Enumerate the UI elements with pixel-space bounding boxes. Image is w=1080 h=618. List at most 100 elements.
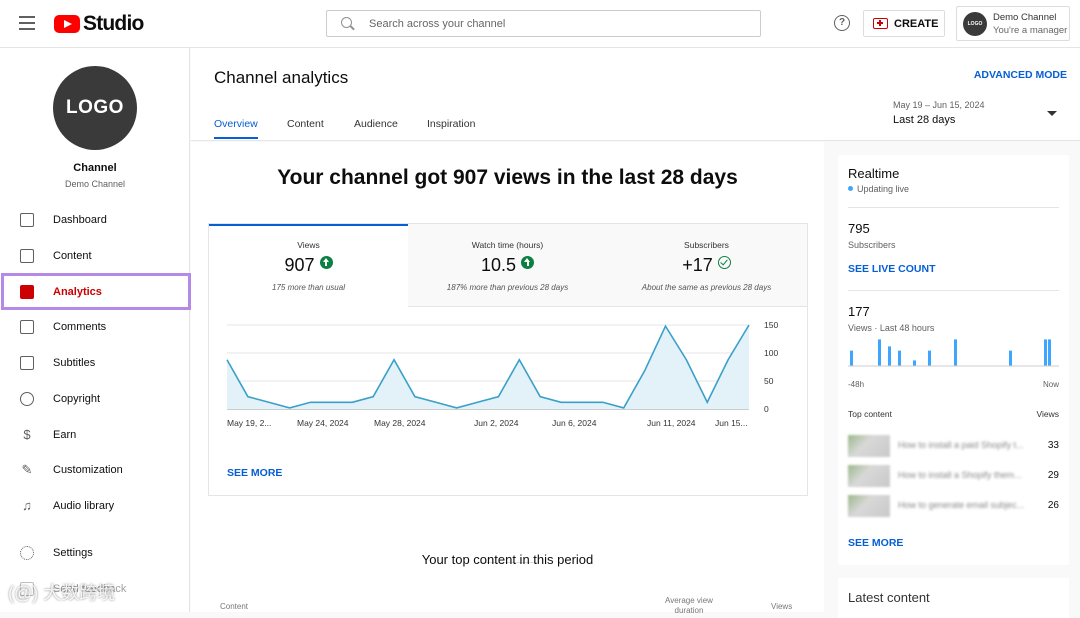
list-item[interactable]: How to install a paid Shopify t... 33 <box>848 435 1059 457</box>
search-input[interactable] <box>369 17 749 30</box>
up-arrow-icon <box>521 256 535 269</box>
sidebar-item-label: Send feedback <box>53 582 127 595</box>
sidebar-item-audio-library[interactable]: ♫ Audio library <box>0 488 190 523</box>
tab-content[interactable]: Content <box>287 118 324 130</box>
sidebar-item-settings[interactable]: Settings <box>0 535 190 570</box>
sidebar-item-label: Dashboard <box>53 213 107 226</box>
realtime-bar[interactable] <box>1009 350 1012 366</box>
search-icon[interactable] <box>341 16 355 31</box>
sidebar-item-label: Customization <box>53 463 123 476</box>
realtime-bar[interactable] <box>928 350 931 366</box>
date-period-select[interactable]: Last 28 days <box>893 114 956 126</box>
column-header-avg-duration: Average view duration <box>665 596 713 615</box>
watermark: (@) 大数跨境 <box>8 583 116 603</box>
stat-views[interactable]: Views 907 175 more than usual <box>209 224 409 307</box>
realtime-bar[interactable] <box>888 346 891 366</box>
divider <box>848 290 1059 291</box>
feedback-icon <box>20 581 34 596</box>
channel-avatar[interactable]: LOGO <box>53 66 137 150</box>
sidebar-item-content[interactable]: Content <box>0 238 190 273</box>
video-views: 33 <box>1047 440 1059 451</box>
video-thumbnail <box>848 435 890 457</box>
stat-label: Views <box>297 240 320 250</box>
sidebar-item-label: Content <box>53 249 92 262</box>
divider <box>477 562 539 563</box>
main-area: Channel analytics ADVANCED MODE Overview… <box>191 48 1080 618</box>
x-tick-label: May 28, 2024 <box>374 418 426 428</box>
customization-icon: ✎ <box>21 461 33 477</box>
selected-stat-indicator <box>209 224 408 226</box>
sidebar-item-customization[interactable]: ✎ Customization <box>0 452 190 487</box>
video-title: How to generate email subjec... <box>898 500 1025 510</box>
stat-note: About the same as previous 28 days <box>641 283 772 292</box>
help-icon[interactable]: ? <box>834 15 850 31</box>
advanced-mode-button[interactable]: ADVANCED MODE <box>973 69 1067 81</box>
realtime-bar[interactable] <box>898 350 901 366</box>
sidebar-item-comments[interactable]: Comments <box>0 309 190 344</box>
tab-overview[interactable]: Overview <box>214 118 258 130</box>
sidebar-item-label: Comments <box>53 320 107 333</box>
create-video-icon <box>873 18 888 29</box>
create-label: CREATE <box>894 17 939 30</box>
comments-icon <box>20 319 34 334</box>
tab-audience[interactable]: Audience <box>354 118 398 130</box>
stat-note: 187% more than previous 28 days <box>446 283 569 292</box>
video-title: How to install a Shopify them... <box>898 470 1022 480</box>
content-icon <box>20 248 34 263</box>
account-switcher[interactable]: LOGO Demo Channel You're a manager <box>956 6 1070 41</box>
menu-icon[interactable] <box>19 16 35 30</box>
divider <box>848 207 1059 208</box>
realtime-bar[interactable] <box>913 360 916 366</box>
stat-watch-time[interactable]: Watch time (hours) 10.5 187% more than p… <box>408 224 608 307</box>
top-content-title: Your top content in this period <box>421 552 594 567</box>
y-tick-label: 100 <box>764 348 778 358</box>
realtime-views-label: Views · Last 48 hours <box>848 323 935 333</box>
see-more-link[interactable]: SEE MORE <box>848 537 904 549</box>
list-item[interactable]: How to install a Shopify them... 29 <box>848 465 1059 487</box>
realtime-subscribers-label: Subscribers <box>848 240 896 250</box>
copyright-icon <box>20 391 34 406</box>
tab-inspiration[interactable]: Inspiration <box>427 118 476 130</box>
see-more-link[interactable]: SEE MORE <box>227 467 283 479</box>
video-views: 29 <box>1047 470 1059 481</box>
sidebar: LOGO Channel Demo Channel Dashboard Cont… <box>0 48 191 612</box>
stat-subscribers[interactable]: Subscribers +17 About the same as previo… <box>607 224 807 307</box>
studio-brand: Studio <box>83 12 144 35</box>
dashboard-icon <box>20 212 34 227</box>
top-bar: Studio ? CREATE LOGO Demo Channel You're… <box>0 0 1080 48</box>
search-bar[interactable] <box>326 10 761 37</box>
page-title: Channel analytics <box>214 68 349 87</box>
top-content-label: Top content <box>848 409 892 419</box>
check-icon <box>717 256 731 269</box>
views-chart: 150 100 50 0 May 19, 2... May 24, 2024 May 28,… <box>226 320 778 428</box>
see-live-count-link[interactable]: SEE LIVE COUNT <box>848 263 936 275</box>
list-item[interactable]: How to generate email subjec... 26 <box>848 495 1059 517</box>
y-tick-label: 0 <box>764 404 769 414</box>
video-thumbnail <box>848 495 890 517</box>
sidebar-item-earn[interactable]: $ Earn <box>0 417 190 452</box>
sidebar-item-feedback[interactable]: Send feedback <box>0 571 190 606</box>
up-arrow-icon <box>319 256 333 269</box>
chevron-down-icon[interactable] <box>1047 111 1057 116</box>
studio-logo[interactable]: Studio <box>54 12 144 35</box>
date-range[interactable]: May 19 – Jun 15, 2024 <box>893 100 985 110</box>
stat-label: Subscribers <box>684 240 729 250</box>
sidebar-item-analytics[interactable]: Analytics <box>0 274 190 309</box>
earn-icon: $ <box>23 426 31 442</box>
settings-icon <box>20 545 34 560</box>
views-column-label: Views <box>1036 409 1059 419</box>
y-tick-label: 150 <box>764 320 778 330</box>
x-tick-label: Jun 15... <box>715 418 748 428</box>
realtime-bar[interactable] <box>850 350 853 366</box>
realtime-bar[interactable] <box>878 339 881 366</box>
create-button[interactable]: CREATE <box>863 10 945 37</box>
page-header: Channel analytics ADVANCED MODE Overview… <box>191 48 1080 141</box>
realtime-bar[interactable] <box>1048 339 1051 366</box>
sidebar-item-subtitles[interactable]: Subtitles <box>0 345 190 380</box>
realtime-bar[interactable] <box>1044 339 1047 366</box>
column-header-views: Views <box>771 602 793 611</box>
video-views: 26 <box>1047 500 1059 511</box>
sidebar-item-dashboard[interactable]: Dashboard <box>0 202 190 237</box>
sidebar-item-copyright[interactable]: Copyright <box>0 381 190 416</box>
realtime-bar[interactable] <box>954 339 957 366</box>
